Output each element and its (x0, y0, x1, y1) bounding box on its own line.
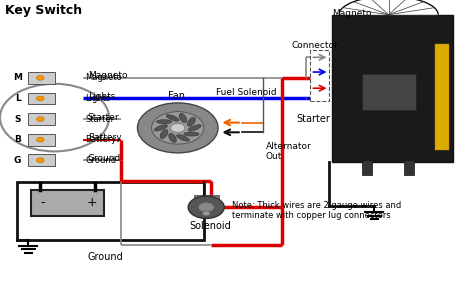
Bar (31, 190, 104, 216)
Text: Solenoid: Solenoid (190, 221, 231, 231)
Text: Magneto: Magneto (332, 9, 371, 18)
Bar (17, 182, 204, 240)
Circle shape (202, 211, 210, 216)
Circle shape (36, 76, 44, 80)
Bar (28, 154, 55, 166)
Bar (28, 93, 55, 104)
Ellipse shape (166, 115, 179, 121)
Text: Starter: Starter (296, 114, 330, 124)
Text: Ground: Ground (85, 156, 117, 165)
Text: M: M (13, 74, 22, 82)
Text: Ground: Ground (88, 154, 121, 163)
Bar (28, 113, 55, 125)
Text: B: B (14, 135, 21, 144)
Text: Note: Thick wires are 2 gauge wires and
terminate with copper lug connectors: Note: Thick wires are 2 gauge wires and … (232, 201, 401, 220)
Circle shape (171, 123, 185, 132)
Ellipse shape (177, 135, 190, 141)
Circle shape (36, 117, 44, 121)
Ellipse shape (188, 125, 201, 131)
Circle shape (152, 112, 204, 144)
Ellipse shape (179, 113, 187, 123)
Ellipse shape (169, 133, 176, 143)
Ellipse shape (156, 120, 172, 124)
Text: Ground: Ground (88, 252, 123, 262)
Ellipse shape (188, 117, 195, 126)
Circle shape (36, 137, 44, 142)
Text: Magneto: Magneto (88, 71, 127, 80)
Bar (28, 134, 55, 146)
Text: Battery: Battery (88, 133, 121, 142)
Circle shape (198, 202, 214, 212)
Bar (332, 15, 453, 162)
Text: Magneto: Magneto (85, 74, 122, 82)
Text: Key Switch: Key Switch (5, 4, 82, 17)
Text: S: S (14, 115, 21, 123)
Text: L: L (15, 94, 20, 103)
Text: Fuel Solenoid: Fuel Solenoid (216, 88, 276, 97)
Ellipse shape (184, 132, 199, 136)
Text: Alternator
Out: Alternator Out (265, 142, 311, 161)
Bar (435, 44, 449, 150)
Circle shape (137, 103, 218, 153)
Text: Lights: Lights (85, 94, 111, 103)
Bar (362, 160, 372, 175)
Text: Battery: Battery (85, 135, 117, 144)
Text: Fan: Fan (168, 91, 185, 101)
Text: Lights: Lights (88, 92, 115, 101)
Ellipse shape (160, 130, 168, 138)
Text: -: - (40, 196, 45, 209)
Bar (362, 74, 416, 110)
Text: Connector: Connector (292, 41, 338, 50)
Bar (193, 195, 219, 201)
Bar (404, 160, 414, 175)
Circle shape (188, 196, 224, 218)
Text: Starter: Starter (88, 113, 119, 121)
Text: G: G (14, 156, 21, 165)
Ellipse shape (155, 125, 167, 131)
Text: Starter: Starter (85, 115, 114, 123)
Bar (310, 50, 329, 101)
Bar (28, 72, 55, 84)
Text: +: + (87, 196, 98, 209)
Circle shape (36, 96, 44, 101)
Circle shape (36, 158, 44, 163)
